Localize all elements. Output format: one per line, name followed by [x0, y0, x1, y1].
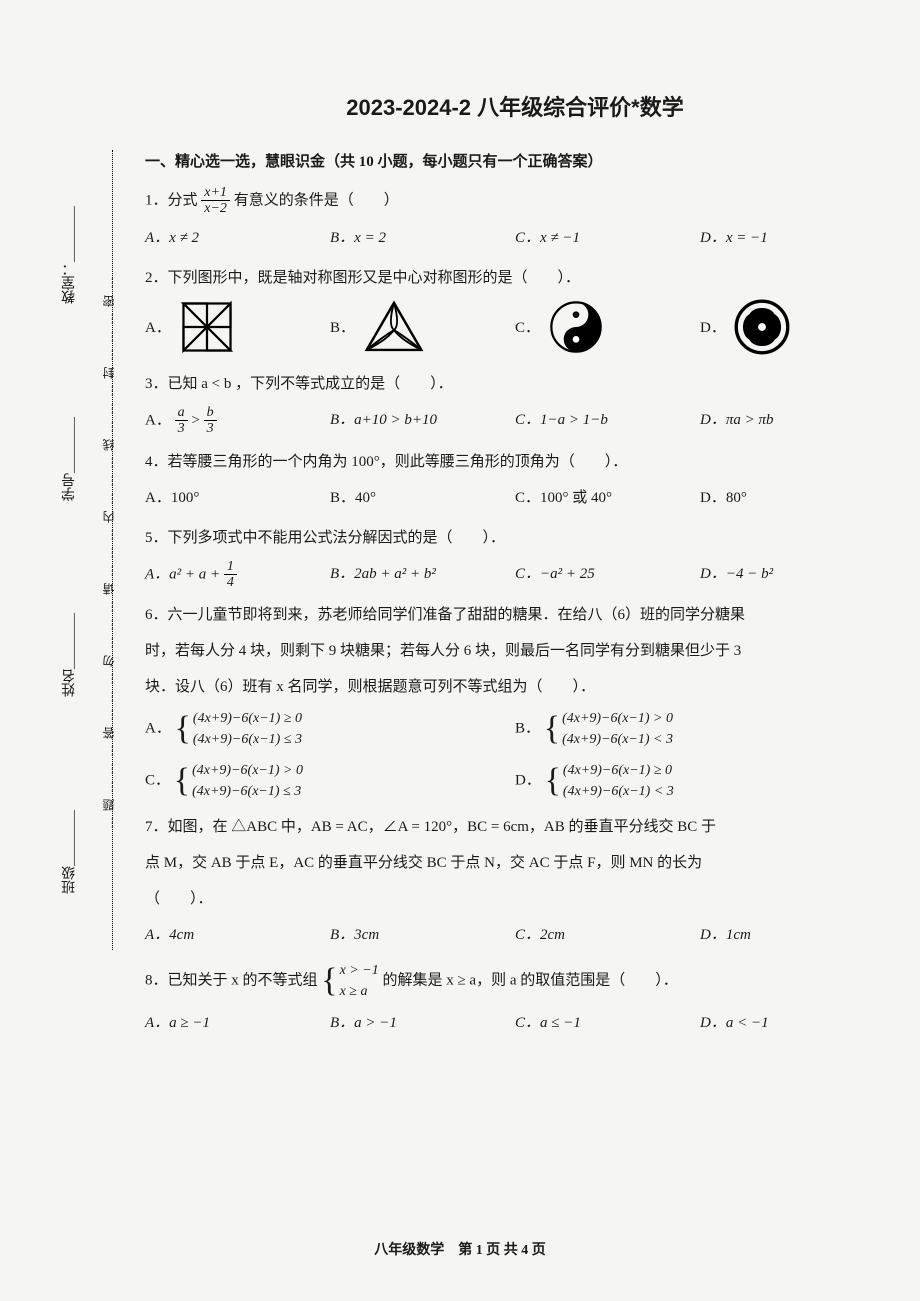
q8-opt-a: A．a ≥ −1 — [145, 1008, 330, 1038]
q6-opt-d: D． {(4x+9)−6(x−1) ≥ 0(4x+9)−6(x−1) < 3 — [515, 760, 885, 802]
q3-opt-a: A． a3 > b3 — [145, 405, 330, 437]
q3-opt-c: C．1−a > 1−b — [515, 405, 700, 437]
question-7-line2: 点 M，交 AB 于点 E，AC 的垂直平分线交 BC 于点 N，交 AC 于点… — [145, 848, 885, 878]
q7-opt-c: C．2cm — [515, 920, 700, 950]
q3-opt-b: B．a+10 > b+10 — [330, 405, 515, 437]
q7-opt-b: B．3cm — [330, 920, 515, 950]
exam-title: 2023-2024-2 八年级综合评价*数学 — [145, 90, 885, 122]
question-2: 2．下列图形中，既是轴对称图形又是中心对称图形的是（ ）． — [145, 263, 885, 293]
field-name: 姓名________ — [60, 613, 80, 697]
q1-opt-c: C．x ≠ −1 — [515, 223, 700, 253]
q4-opt-c: C．100° 或 40° — [515, 483, 700, 513]
seal-dotted-line — [112, 150, 113, 950]
q8-opt-c: C．a ≤ −1 — [515, 1008, 700, 1038]
q7-options: A．4cm B．3cm C．2cm D．1cm — [145, 920, 885, 950]
q5-opt-b: B．2ab + a² + b² — [330, 559, 515, 591]
seal-line-text: …题………答………勿………请………内………线………封………密… — [100, 150, 117, 950]
pinwheel-icon — [179, 299, 235, 355]
q8-opt-d: D．a < −1 — [700, 1008, 885, 1038]
q7-opt-a: A．4cm — [145, 920, 330, 950]
q1-fraction: x+1 x−2 — [201, 185, 230, 217]
q3-options: A． a3 > b3 B．a+10 > b+10 C．1−a > 1−b D．π… — [145, 405, 885, 437]
q6-options-row1: A． {(4x+9)−6(x−1) ≥ 0(4x+9)−6(x−1) ≤ 3 B… — [145, 708, 885, 750]
fourpetal-icon — [734, 299, 790, 355]
binding-margin: 班级________ 姓名________ 学号________ 教室：____… — [60, 150, 130, 950]
q1-opt-b: B．x = 2 — [330, 223, 515, 253]
q1-options: A．x ≠ 2 B．x = 2 C．x ≠ −1 D．x = −1 — [145, 223, 885, 253]
q1-pre: 1．分式 — [145, 192, 201, 208]
q2-options: A． B． C． D． — [145, 299, 885, 355]
page-footer: 八年级数学 第 1 页 共 4 页 — [0, 1239, 920, 1259]
question-6-line1: 6．六一儿童节即将到来，苏老师给同学们准备了甜甜的糖果．在给八（6）班的同学分糖… — [145, 600, 885, 630]
section-1-heading: 一、精心选一选，慧眼识金（共 10 小题，每小题只有一个正确答案） — [145, 150, 885, 171]
question-6-line3: 块．设八（6）班有 x 名同学，则根据题意可列不等式组为（ ）． — [145, 672, 885, 702]
q6-options-row2: C． {(4x+9)−6(x−1) > 0(4x+9)−6(x−1) ≤ 3 D… — [145, 760, 885, 802]
q2-opt-a: A． — [145, 299, 330, 355]
q2-opt-b: B． — [330, 299, 515, 355]
q6-opt-a: A． {(4x+9)−6(x−1) ≥ 0(4x+9)−6(x−1) ≤ 3 — [145, 708, 515, 750]
question-7-line1: 7．如图，在 △ABC 中，AB = AC，∠A = 120°，BC = 6cm… — [145, 812, 885, 842]
q4-opt-a: A．100° — [145, 483, 330, 513]
page-content: 2023-2024-2 八年级综合评价*数学 一、精心选一选，慧眼识金（共 10… — [145, 90, 885, 1048]
binding-fields: 班级________ 姓名________ 学号________ 教室：____… — [60, 150, 80, 950]
q1-opt-d: D．x = −1 — [700, 223, 885, 253]
triad-icon — [363, 299, 425, 355]
field-id: 学号________ — [60, 417, 80, 501]
yinyang-icon — [548, 299, 604, 355]
question-3: 3．已知 a < b ，下列不等式成立的是（ ）． — [145, 369, 885, 399]
q4-opt-b: B．40° — [330, 483, 515, 513]
q5-opt-a: A．a² + a + 14 — [145, 559, 330, 591]
q5-opt-c: C．−a² + 25 — [515, 559, 700, 591]
q3-opt-d: D．πa > πb — [700, 405, 885, 437]
q7-opt-d: D．1cm — [700, 920, 885, 950]
question-1: 1．分式 x+1 x−2 有意义的条件是（ ） — [145, 185, 885, 217]
q2-opt-d: D． — [700, 299, 885, 355]
field-class: 班级________ — [60, 810, 80, 894]
q4-opt-d: D．80° — [700, 483, 885, 513]
q2-opt-c: C． — [515, 299, 700, 355]
q6-opt-c: C． {(4x+9)−6(x−1) > 0(4x+9)−6(x−1) ≤ 3 — [145, 760, 515, 802]
q1-post: 有意义的条件是（ ） — [234, 192, 399, 208]
q5-options: A．a² + a + 14 B．2ab + a² + b² C．−a² + 25… — [145, 559, 885, 591]
question-8: 8．已知关于 x 的不等式组 {x > −1x ≥ a 的解集是 x ≥ a，则… — [145, 960, 885, 1002]
q4-options: A．100° B．40° C．100° 或 40° D．80° — [145, 483, 885, 513]
q5-opt-d: D．−4 − b² — [700, 559, 885, 591]
q8-options: A．a ≥ −1 B．a > −1 C．a ≤ −1 D．a < −1 — [145, 1008, 885, 1038]
field-room: 教室：________ — [60, 206, 80, 304]
question-6-line2: 时，若每人分 4 块，则剩下 9 块糖果；若每人分 6 块，则最后一名同学有分到… — [145, 636, 885, 666]
question-5: 5．下列多项式中不能用公式法分解因式的是（ ）． — [145, 523, 885, 553]
q6-opt-b: B． {(4x+9)−6(x−1) > 0(4x+9)−6(x−1) < 3 — [515, 708, 885, 750]
q1-opt-a: A．x ≠ 2 — [145, 223, 330, 253]
question-7-line3: （ ）． — [145, 884, 885, 914]
question-4: 4．若等腰三角形的一个内角为 100°，则此等腰三角形的顶角为（ ）． — [145, 447, 885, 477]
q8-opt-b: B．a > −1 — [330, 1008, 515, 1038]
